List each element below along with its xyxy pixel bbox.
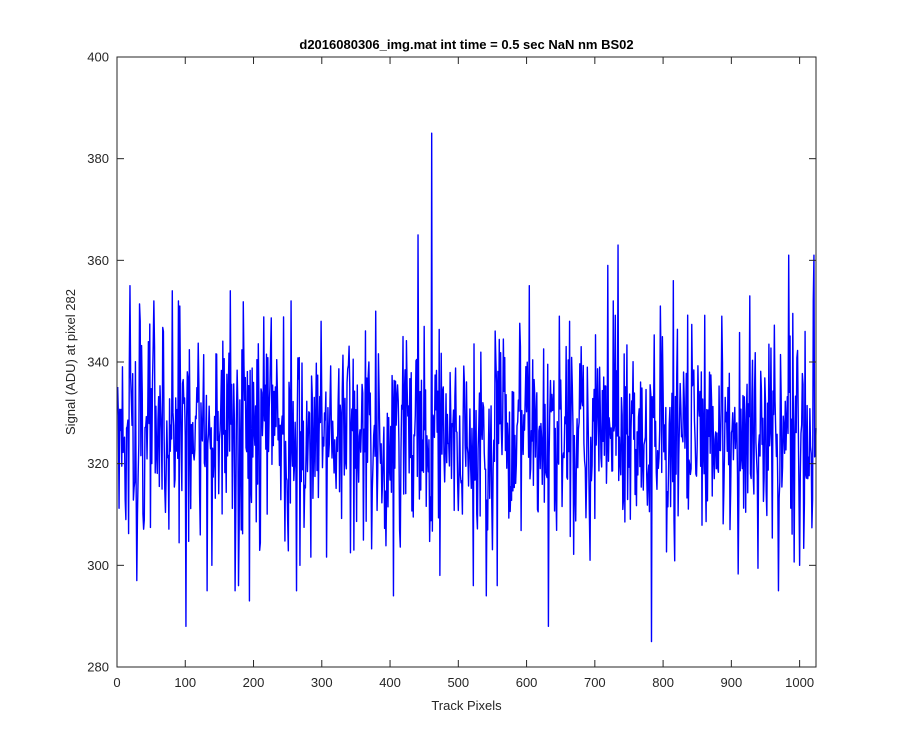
x-tick-label: 700 [584, 675, 606, 690]
x-tick-label: 1000 [785, 675, 814, 690]
x-axis-title: Track Pixels [431, 698, 502, 713]
y-axis: 280 300 320 340 360 380 400 [87, 50, 816, 675]
x-axis: 0 100 200 300 400 500 600 700 800 900 1000 [113, 57, 814, 690]
x-tick-label: 200 [243, 675, 265, 690]
x-tick-label: 400 [379, 675, 401, 690]
y-tick-label: 280 [87, 660, 109, 675]
x-tick-label: 500 [447, 675, 469, 690]
signal-series-line [116, 132, 817, 643]
x-tick-label: 800 [652, 675, 674, 690]
chart-title: d2016080306_img.mat int time = 0.5 sec N… [299, 37, 633, 52]
y-tick-label: 300 [87, 558, 109, 573]
x-tick-label: 300 [311, 675, 333, 690]
y-tick-label: 400 [87, 50, 109, 65]
x-tick-label: 100 [174, 675, 196, 690]
x-tick-label: 900 [721, 675, 743, 690]
y-tick-label: 340 [87, 355, 109, 370]
y-tick-label: 360 [87, 253, 109, 268]
y-axis-title: Signal (ADU) at pixel 282 [63, 289, 78, 435]
y-tick-label: 380 [87, 151, 109, 166]
series-layer [116, 132, 817, 643]
x-tick-label: 0 [113, 675, 120, 690]
x-tick-label: 600 [516, 675, 538, 690]
plot-area [117, 57, 816, 667]
y-tick-label: 320 [87, 456, 109, 471]
